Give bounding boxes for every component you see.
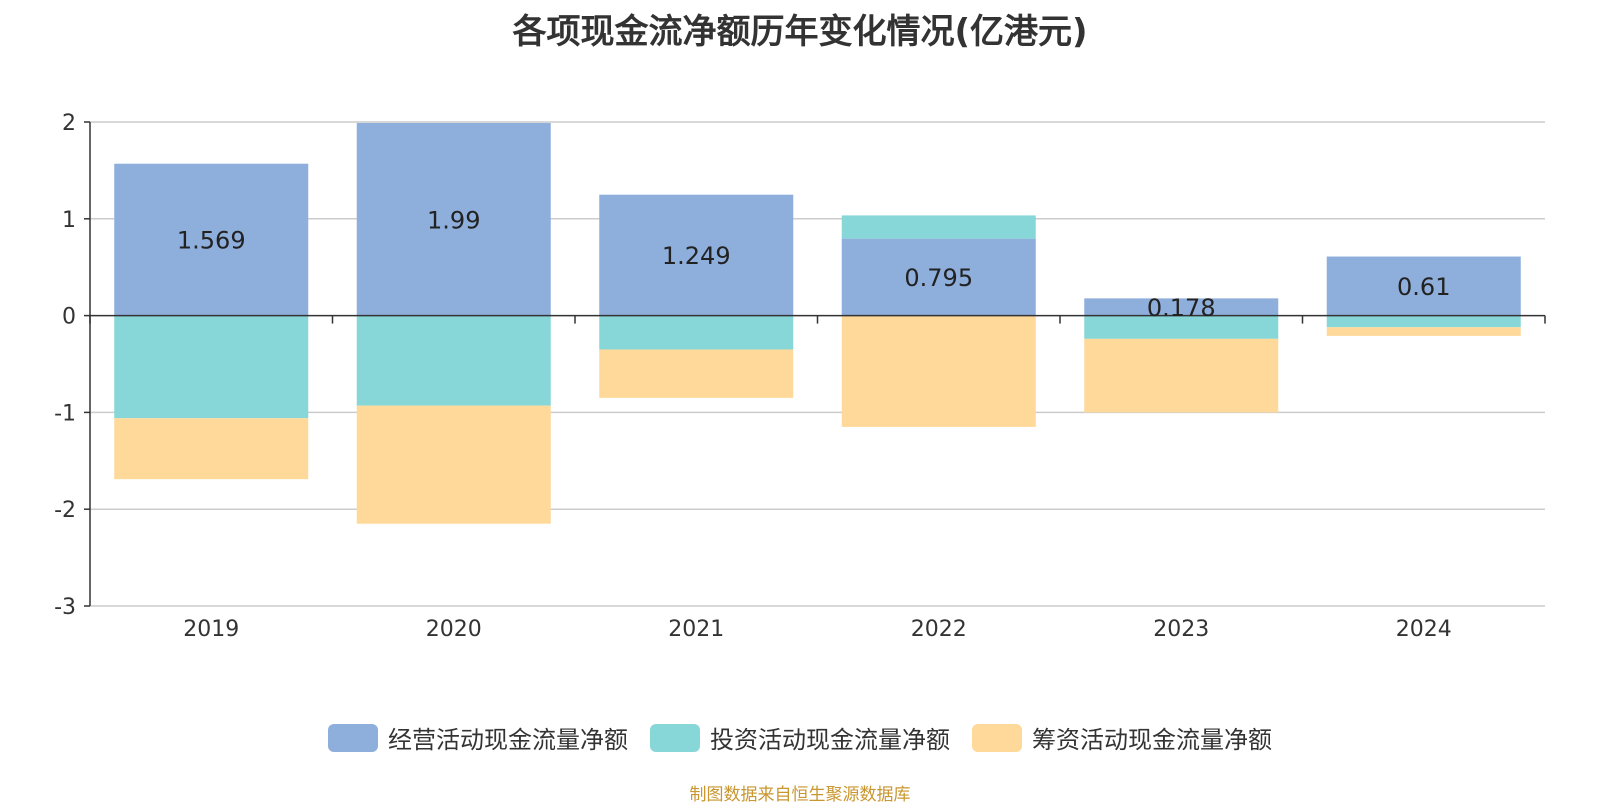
data-label-2024: 0.61 <box>1397 273 1450 301</box>
bar-2021-series-1 <box>599 194 794 316</box>
legend-item-1[interactable]: 经营活动现金流量净额 <box>328 720 628 755</box>
source-note: 制图数据来自恒生聚源数据库 <box>689 785 911 805</box>
bar-2023-series-3 <box>1084 338 1279 413</box>
legend-item-2[interactable]: 投资活动现金流量净额 <box>650 720 950 755</box>
data-label-2022: 0.795 <box>904 264 973 292</box>
label-layer: 1.569 1.99 1.249 0.795 0.178 0.61 <box>177 206 1451 322</box>
y-tick-label: -3 <box>54 595 76 620</box>
bar-2020-series-2 <box>356 315 551 406</box>
bar-2024-series-2 <box>1326 315 1521 328</box>
bar-2023-series-2 <box>1084 315 1279 339</box>
data-label-2019: 1.569 <box>177 227 246 255</box>
x-tick-label-2022: 2022 <box>911 617 967 642</box>
bar-2024-series-3 <box>1326 327 1521 336</box>
legend-label: 筹资活动现金流量净额 <box>1032 726 1272 754</box>
bar-2024-series-1 <box>1326 256 1521 316</box>
y-tick-label: 0 <box>62 305 76 330</box>
x-tick-label-2023: 2023 <box>1153 617 1209 642</box>
legend: 经营活动现金流量净额 投资活动现金流量净额 筹资活动现金流量净额 <box>0 720 1600 755</box>
bar-layer <box>114 122 1521 524</box>
data-label-2020: 1.99 <box>427 206 480 234</box>
legend-swatch <box>650 723 700 752</box>
x-tick-label-2024: 2024 <box>1396 617 1452 642</box>
y-tick-label: -1 <box>54 401 76 426</box>
y-tick-label: -2 <box>54 498 76 523</box>
x-tick-label-2020: 2020 <box>426 617 482 642</box>
x-tick-label-2021: 2021 <box>668 617 724 642</box>
bar-2020-series-1 <box>356 122 551 316</box>
data-label-2021: 1.249 <box>662 242 731 270</box>
legend-swatch <box>328 723 378 752</box>
y-tick-label: 1 <box>62 208 76 233</box>
bar-2020-series-3 <box>356 405 551 524</box>
bar-2019-series-1 <box>114 163 309 316</box>
bar-2022-series-3 <box>841 315 1036 427</box>
axis-layer: 2 1 0 -1 -2 -3 2019 2020 2021 2022 2023 2024 <box>54 111 1546 642</box>
y-tick-label: 2 <box>62 111 76 136</box>
legend-item-3[interactable]: 筹资活动现金流量净额 <box>972 720 1272 755</box>
bar-2021-series-2 <box>599 315 794 350</box>
grid-layer <box>90 121 1545 607</box>
chart-title: 各项现金流净额历年变化情况(亿港元) <box>512 12 1088 52</box>
x-tick-label-2019: 2019 <box>183 617 239 642</box>
bar-2021-series-3 <box>599 349 794 398</box>
legend-label: 经营活动现金流量净额 <box>388 726 628 754</box>
bar-2019-series-2 <box>114 315 309 419</box>
bar-2022-series-2 <box>841 215 1036 239</box>
bar-2022-series-1 <box>841 238 1036 316</box>
legend-label: 投资活动现金流量净额 <box>710 726 950 754</box>
data-label-2023: 0.178 <box>1147 294 1216 322</box>
legend-swatch <box>972 723 1022 752</box>
bar-2019-series-3 <box>114 418 309 480</box>
bar-2023-series-1 <box>1084 298 1279 316</box>
